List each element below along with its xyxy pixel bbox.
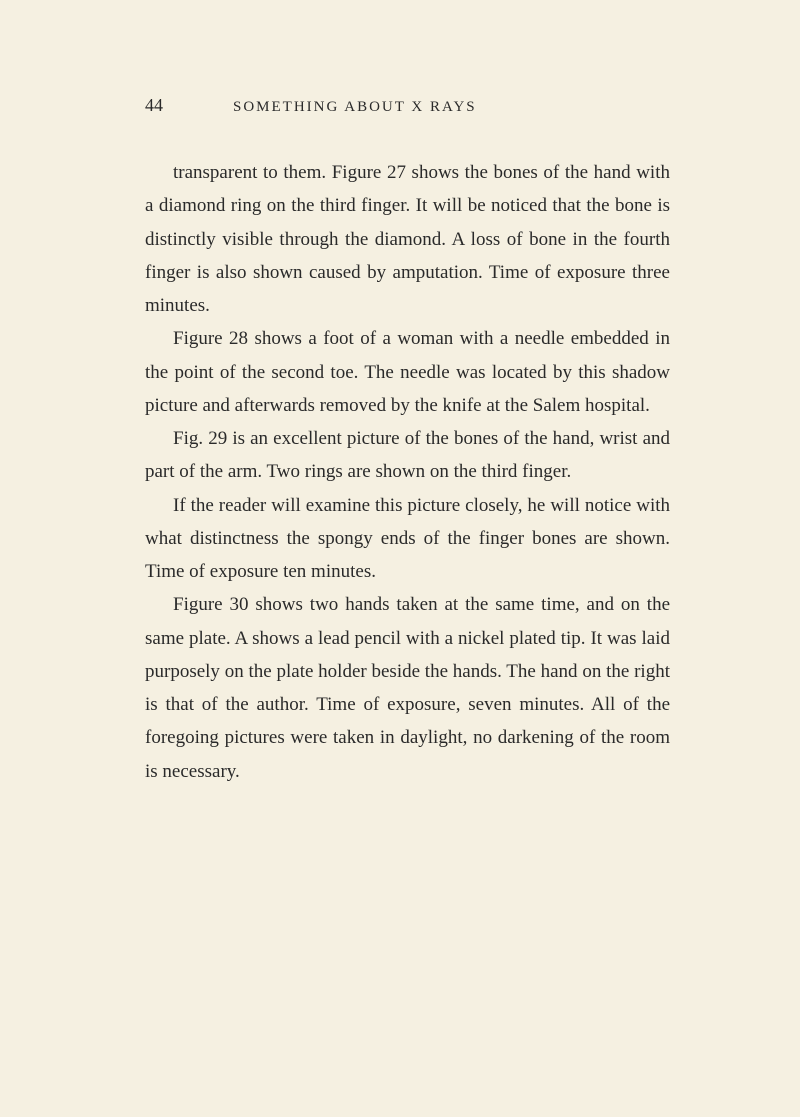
running-head: SOMETHING ABOUT X RAYS [233,99,477,116]
paragraph: Fig. 29 is an excellent picture of the b… [145,422,670,489]
page-header: 44 SOMETHING ABOUT X RAYS [145,95,670,116]
paragraph: If the reader will examine this picture … [145,489,670,589]
body-text: transparent to them. Figure 27 shows the… [145,156,670,788]
paragraph: transparent to them. Figure 27 shows the… [145,156,670,322]
paragraph: Figure 28 shows a foot of a woman with a… [145,322,670,422]
paragraph: Figure 30 shows two hands taken at the s… [145,588,670,788]
page-number: 44 [145,95,163,116]
